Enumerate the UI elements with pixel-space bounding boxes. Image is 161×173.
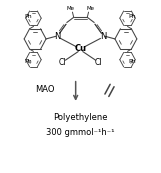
Text: Cl: Cl	[95, 58, 102, 67]
Text: N: N	[54, 32, 61, 41]
Text: Me: Me	[87, 6, 95, 11]
Text: Ph: Ph	[128, 14, 136, 19]
Text: N: N	[100, 32, 107, 41]
Text: Polyethylene: Polyethylene	[53, 113, 108, 122]
Text: Cl: Cl	[59, 58, 66, 67]
Text: Ph: Ph	[128, 59, 136, 64]
Text: Ph: Ph	[25, 14, 33, 19]
Text: 300 gmmol⁻¹h⁻¹: 300 gmmol⁻¹h⁻¹	[46, 128, 115, 137]
Text: Me: Me	[66, 6, 74, 11]
Text: Ph: Ph	[25, 59, 33, 64]
Text: MAO: MAO	[35, 85, 55, 94]
Text: Cu: Cu	[74, 44, 87, 53]
